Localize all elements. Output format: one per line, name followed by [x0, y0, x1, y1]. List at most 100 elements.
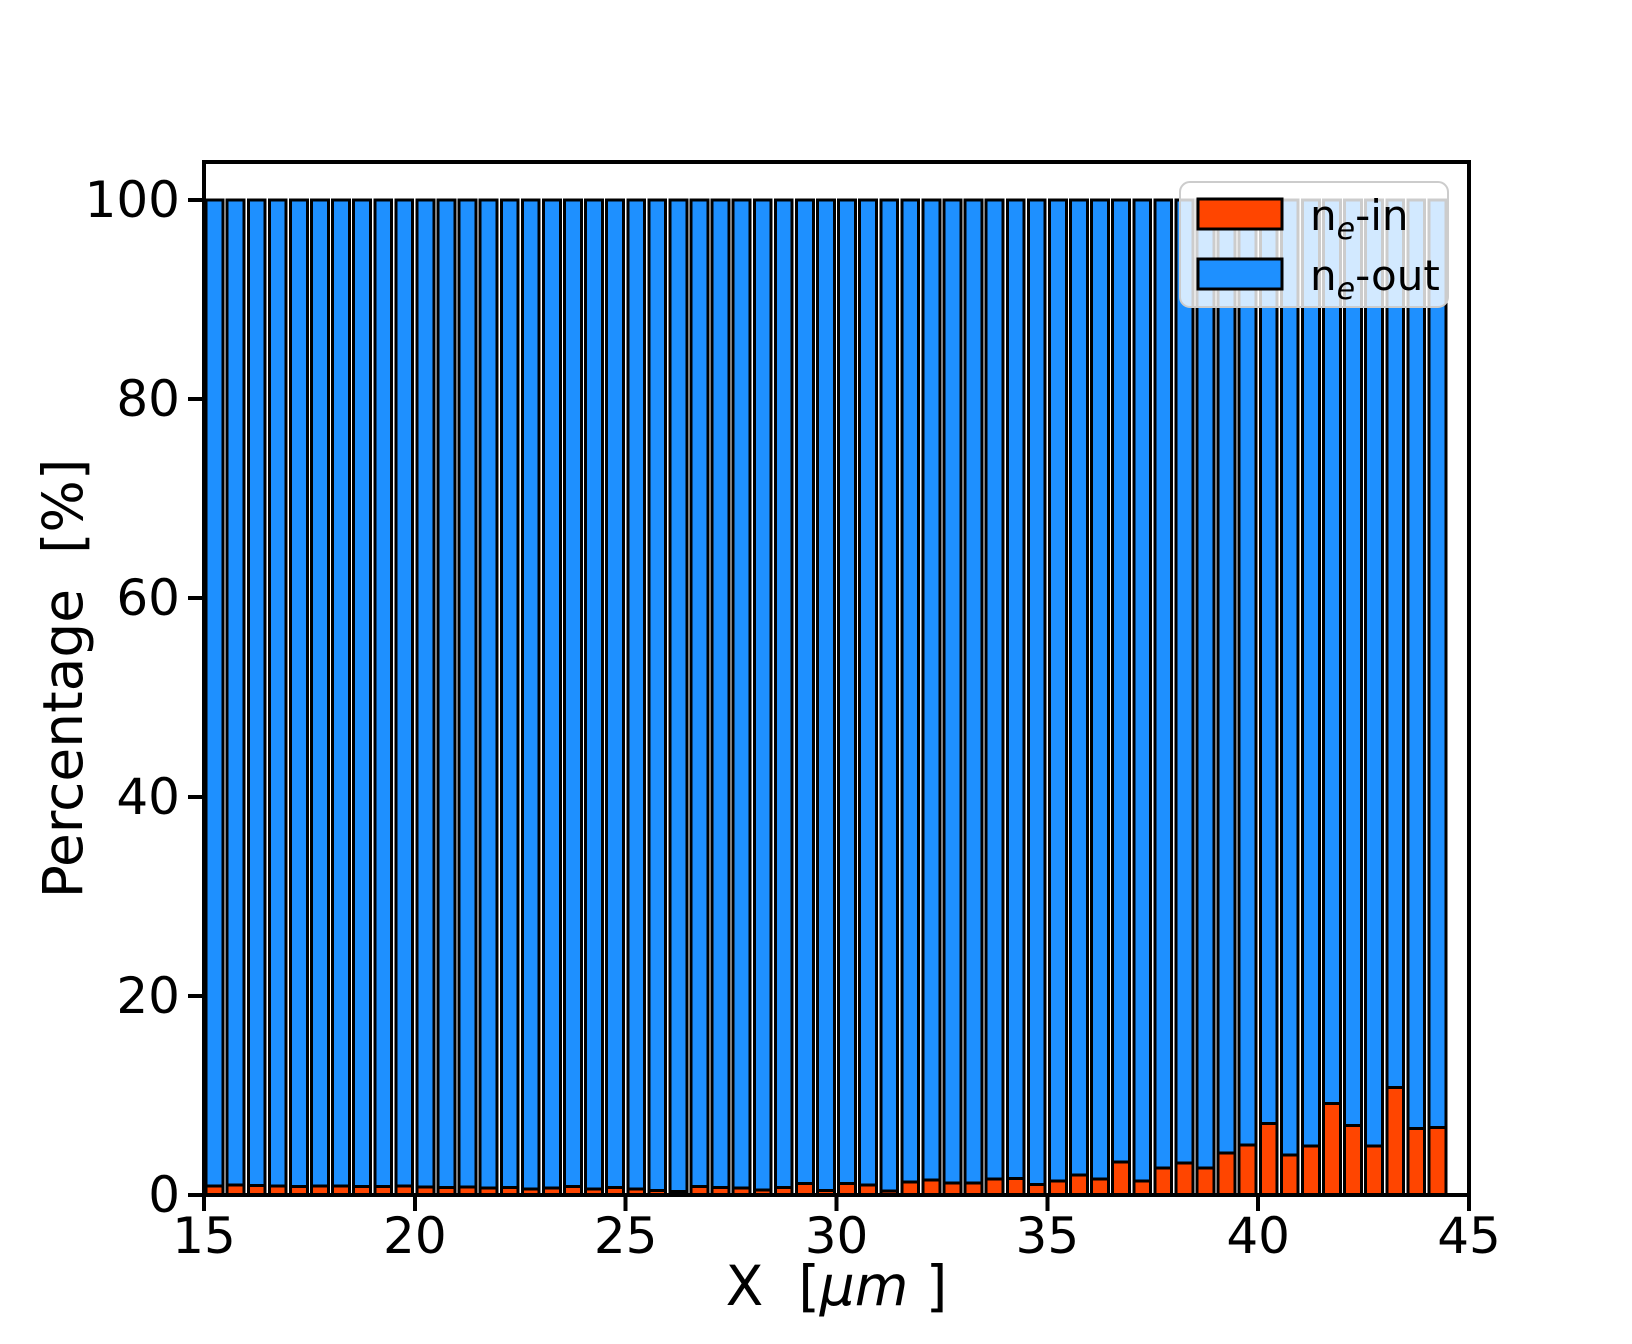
- bar-ne-in-segment: [1216, 1151, 1237, 1197]
- bar-ne-out-segment: [921, 198, 942, 1182]
- bar-stack: [963, 198, 984, 1197]
- bar-ne-in-segment: [1385, 1086, 1406, 1197]
- bar-ne-out-segment: [225, 198, 246, 1187]
- bar-stack: [1005, 198, 1026, 1197]
- bar-stack: [626, 198, 647, 1197]
- bar-ne-out-segment: [1132, 198, 1153, 1183]
- bar-stack: [1300, 198, 1321, 1197]
- bar-ne-in-segment: [1090, 1177, 1110, 1197]
- bar-ne-out-segment: [1322, 198, 1342, 1105]
- bar-ne-out-segment: [1195, 198, 1216, 1170]
- bar-stack: [1343, 198, 1363, 1197]
- bar-stack: [310, 198, 330, 1197]
- y-tick-label: 0: [148, 1166, 180, 1224]
- bar-ne-out-segment: [794, 198, 815, 1186]
- bar-stack: [1322, 198, 1342, 1197]
- bar-ne-out-segment: [584, 198, 604, 1191]
- bar-ne-out-segment: [942, 198, 963, 1185]
- bar-ne-in-segment: [1047, 1179, 1068, 1197]
- bar-ne-out-segment: [1153, 198, 1174, 1170]
- bar-stack: [1090, 198, 1110, 1197]
- bar-ne-in-segment: [1258, 1121, 1279, 1197]
- bar-ne-out-segment: [689, 198, 710, 1189]
- bar-ne-in-segment: [1195, 1166, 1216, 1197]
- y-axis-label: Percentage [%]: [31, 459, 95, 899]
- bar-stack: [373, 198, 394, 1197]
- bar-stack: [1406, 198, 1427, 1197]
- y-tick-label: 80: [116, 370, 180, 428]
- bar-stack: [1132, 198, 1153, 1197]
- bar-ne-out-segment: [352, 198, 373, 1189]
- bar-ne-out-segment: [1069, 198, 1089, 1177]
- bar-stack: [1279, 198, 1300, 1197]
- bar-ne-out-segment: [1237, 198, 1258, 1147]
- bar-ne-out-segment: [816, 198, 836, 1193]
- x-tick-label: 30: [805, 1207, 869, 1265]
- bar-stack: [457, 198, 478, 1197]
- bar-stack: [1385, 198, 1406, 1197]
- bar-ne-out-segment: [837, 198, 857, 1186]
- bar-stack: [1258, 198, 1279, 1197]
- bar-ne-out-segment: [415, 198, 436, 1189]
- bar-stack: [1174, 198, 1195, 1197]
- bar-stack: [1427, 198, 1448, 1197]
- bar-ne-in-segment: [1153, 1166, 1174, 1197]
- bar-stack: [858, 198, 879, 1197]
- bar-stack: [689, 198, 710, 1197]
- bar-stack: [394, 198, 415, 1197]
- bar-stack: [752, 198, 773, 1197]
- bar-stack: [710, 198, 731, 1197]
- bar-ne-out-segment: [963, 198, 984, 1185]
- bar-ne-out-segment: [436, 198, 457, 1190]
- y-tick-label: 60: [116, 569, 180, 627]
- bar-stack: [246, 198, 267, 1197]
- bar-ne-in-segment: [1322, 1101, 1342, 1197]
- bar-ne-in-segment: [1300, 1144, 1321, 1197]
- bar-ne-out-segment: [1216, 198, 1237, 1155]
- x-tick-label: 45: [1437, 1207, 1501, 1265]
- bar-stack: [794, 198, 815, 1197]
- bar-ne-out-segment: [626, 198, 647, 1191]
- bar-stack: [921, 198, 942, 1197]
- bar-ne-out-segment: [246, 198, 267, 1188]
- bar-stack: [563, 198, 583, 1197]
- bar-ne-out-segment: [1279, 198, 1300, 1157]
- bar-stack: [1216, 198, 1237, 1197]
- bar-stack: [816, 198, 836, 1197]
- bar-stack: [1111, 198, 1132, 1197]
- bar-ne-out-segment: [879, 198, 900, 1193]
- bar-stack: [837, 198, 857, 1197]
- bar-stack: [352, 198, 373, 1197]
- bar-ne-in-segment: [1111, 1160, 1132, 1197]
- bar-ne-out-segment: [520, 198, 541, 1191]
- bar-stack: [605, 198, 626, 1197]
- bar-stack: [1237, 198, 1258, 1197]
- bar-ne-out-segment: [752, 198, 773, 1192]
- bar-ne-out-segment: [478, 198, 499, 1190]
- legend-swatch-ne-out: [1196, 257, 1284, 291]
- y-tick-label: 40: [116, 768, 180, 826]
- bar-ne-out-segment: [288, 198, 309, 1189]
- bar-stack: [773, 198, 794, 1197]
- legend-swatch-ne-in: [1196, 197, 1284, 231]
- bar-stack: [499, 198, 520, 1197]
- bar-ne-out-segment: [457, 198, 478, 1189]
- bar-stack: [668, 198, 689, 1197]
- bar-stack: [1364, 198, 1385, 1197]
- bar-ne-out-segment: [668, 198, 689, 1194]
- bar-ne-out-segment: [1026, 198, 1047, 1187]
- bar-ne-out-segment: [858, 198, 879, 1187]
- bar-stack: [415, 198, 436, 1197]
- bar-ne-out-segment: [1005, 198, 1026, 1181]
- bar-stack: [1026, 198, 1047, 1197]
- bar-ne-in-segment: [1279, 1153, 1300, 1197]
- bar-ne-out-segment: [900, 198, 921, 1184]
- bar-ne-out-segment: [1343, 198, 1363, 1127]
- bar-ne-out-segment: [1300, 198, 1321, 1148]
- bar-ne-in-segment: [1237, 1143, 1258, 1197]
- x-axis-label: X [μm ]: [726, 1254, 948, 1318]
- bar-ne-out-segment: [710, 198, 731, 1190]
- bar-ne-out-segment: [1090, 198, 1110, 1181]
- x-tick-label: 35: [1016, 1207, 1080, 1265]
